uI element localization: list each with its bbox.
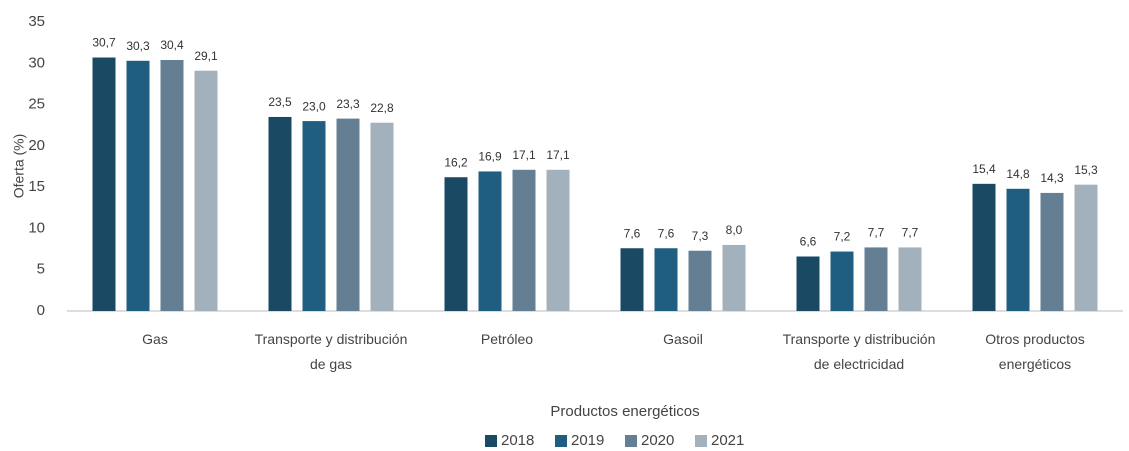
bar <box>1006 188 1030 311</box>
legend-label: 2019 <box>571 432 604 449</box>
bar <box>654 248 678 311</box>
bar <box>370 122 394 311</box>
bar <box>722 244 746 311</box>
y-tick-label: 5 <box>37 261 45 278</box>
y-tick-label: 20 <box>28 137 45 154</box>
bar <box>898 247 922 311</box>
data-label: 14,8 <box>1006 167 1030 181</box>
y-tick-label: 15 <box>28 178 45 195</box>
y-tick-label: 25 <box>28 96 45 113</box>
bar <box>1074 184 1098 311</box>
bar <box>1040 192 1064 311</box>
x-tick-label: Otros productos energéticos <box>985 331 1085 372</box>
bar <box>160 59 184 312</box>
data-label: 23,3 <box>336 97 360 111</box>
legend-label: 2018 <box>501 432 534 449</box>
y-tick-label: 10 <box>28 219 45 236</box>
data-label: 30,4 <box>160 38 184 52</box>
bar <box>92 57 116 312</box>
legend-swatch <box>555 435 567 447</box>
bar <box>830 251 854 311</box>
data-label: 30,7 <box>92 36 116 50</box>
x-tick-label: Gasoil <box>663 331 703 347</box>
legend-swatch <box>485 435 497 447</box>
bar <box>972 183 996 311</box>
data-label: 6,6 <box>800 235 817 249</box>
data-label: 23,0 <box>302 99 326 113</box>
legend-swatch <box>695 435 707 447</box>
y-tick-label: 30 <box>28 54 45 71</box>
data-label: 7,7 <box>902 226 919 240</box>
data-label: 7,2 <box>834 230 851 244</box>
y-axis-label: Oferta (%) <box>11 134 27 199</box>
data-label: 17,1 <box>512 148 536 162</box>
data-label: 15,4 <box>972 162 996 176</box>
data-label: 29,1 <box>194 49 218 63</box>
legend-label: 2021 <box>711 432 744 449</box>
data-label: 8,0 <box>726 223 743 237</box>
data-label: 7,3 <box>692 229 709 243</box>
x-axis-label: Productos energéticos <box>550 403 699 420</box>
bar <box>336 118 360 311</box>
data-label: 16,2 <box>444 155 468 169</box>
data-label: 15,3 <box>1074 163 1098 177</box>
bar <box>620 248 644 311</box>
x-tick-label: Transporte y distribución de gas <box>254 331 408 372</box>
data-label: 17,1 <box>546 148 570 162</box>
bar <box>546 169 570 311</box>
legend-label: 2020 <box>641 432 674 449</box>
y-tick-label: 35 <box>28 13 45 30</box>
bar <box>302 121 326 311</box>
data-label: 14,3 <box>1040 171 1064 185</box>
data-label: 7,6 <box>624 226 641 240</box>
data-label: 23,5 <box>268 95 292 109</box>
x-tick-label: Petróleo <box>480 331 534 347</box>
data-label: 22,8 <box>370 101 394 115</box>
bar <box>478 171 502 311</box>
data-label: 30,3 <box>126 39 150 53</box>
bar <box>126 60 150 312</box>
x-tick-label: Transporte y distribución de electricida… <box>782 331 936 372</box>
bar <box>864 247 888 311</box>
bar <box>512 169 536 311</box>
data-label: 7,7 <box>868 226 885 240</box>
x-tick-label: Gas <box>142 331 168 347</box>
data-label: 16,9 <box>478 150 502 164</box>
bar <box>688 250 712 311</box>
legend-swatch <box>625 435 637 447</box>
bar <box>444 177 468 311</box>
y-tick-label: 0 <box>37 302 45 319</box>
bar <box>796 256 820 311</box>
bar <box>268 116 292 311</box>
bar <box>194 70 218 312</box>
data-label: 7,6 <box>658 226 675 240</box>
